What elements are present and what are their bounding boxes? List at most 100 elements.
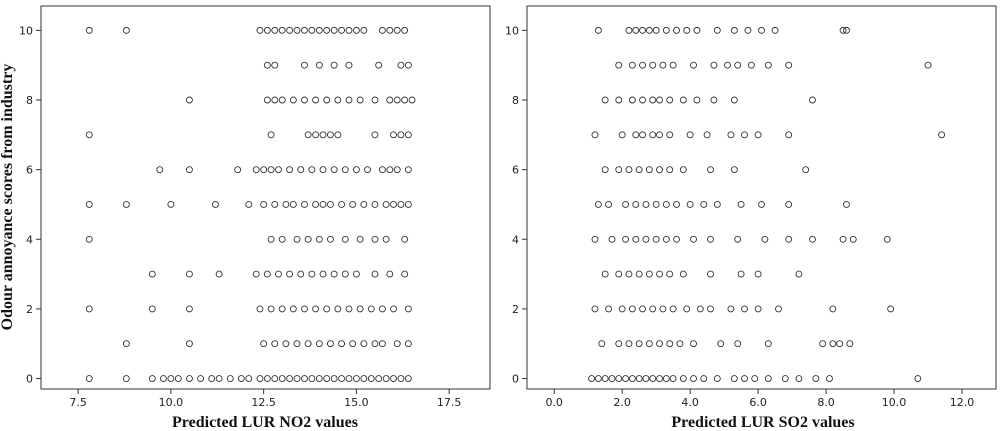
data-point bbox=[319, 270, 327, 278]
data-point bbox=[659, 305, 667, 313]
data-point bbox=[401, 96, 409, 104]
data-point bbox=[669, 61, 677, 69]
data-point bbox=[197, 375, 205, 383]
data-point bbox=[781, 375, 789, 383]
data-point bbox=[323, 26, 331, 34]
data-point bbox=[591, 131, 599, 139]
data-point bbox=[730, 166, 738, 174]
data-point bbox=[717, 340, 725, 348]
data-point bbox=[747, 61, 755, 69]
data-point bbox=[323, 96, 331, 104]
data-point bbox=[215, 270, 223, 278]
chart-left: 7.5 10.0 12.5 15.0 17.5 0 2 4 6 8 10 Predicted LU… bbox=[0, 5, 491, 431]
data-point bbox=[679, 96, 687, 104]
data-point bbox=[338, 201, 346, 208]
data-point bbox=[812, 375, 820, 383]
data-point bbox=[390, 375, 397, 383]
data-point bbox=[713, 201, 721, 208]
data-point bbox=[744, 26, 752, 34]
data-point bbox=[267, 166, 275, 174]
data-point bbox=[271, 375, 279, 383]
data-point bbox=[263, 270, 271, 278]
data-point bbox=[301, 61, 308, 69]
data-point bbox=[338, 375, 346, 383]
data-point bbox=[741, 375, 748, 383]
data-point bbox=[271, 96, 279, 104]
data-point bbox=[85, 305, 93, 313]
data-point bbox=[404, 375, 412, 383]
data-point bbox=[635, 340, 643, 348]
data-point bbox=[727, 131, 735, 139]
data-point bbox=[625, 166, 633, 174]
data-point bbox=[301, 201, 308, 208]
y-tick-label: 2 bbox=[512, 303, 519, 316]
data-point bbox=[330, 166, 338, 174]
data-point bbox=[371, 340, 379, 348]
data-point bbox=[326, 235, 334, 243]
x-axis-title-right: Predicted LUR SO2 values bbox=[671, 414, 854, 431]
data-point bbox=[330, 61, 338, 69]
data-point bbox=[301, 96, 308, 104]
data-point bbox=[371, 96, 379, 104]
data-point bbox=[710, 96, 718, 104]
data-point bbox=[289, 305, 297, 313]
data-point bbox=[185, 375, 193, 383]
data-point bbox=[278, 305, 286, 313]
data-point bbox=[297, 166, 305, 174]
data-point bbox=[652, 235, 660, 243]
x-tick-label: 8.0 bbox=[817, 396, 835, 409]
data-point bbox=[679, 166, 687, 174]
data-point bbox=[85, 201, 93, 208]
data-point bbox=[323, 375, 331, 383]
data-point bbox=[263, 96, 271, 104]
data-point bbox=[785, 201, 793, 208]
data-point bbox=[315, 61, 323, 69]
data-point bbox=[809, 96, 816, 104]
data-point bbox=[618, 305, 626, 313]
data-point bbox=[673, 201, 680, 208]
data-point bbox=[237, 375, 245, 383]
data-point bbox=[741, 131, 748, 139]
data-point bbox=[639, 305, 647, 313]
data-point bbox=[819, 340, 827, 348]
data-point bbox=[601, 166, 609, 174]
data-point bbox=[727, 305, 735, 313]
data-point bbox=[764, 61, 772, 69]
data-point bbox=[315, 235, 323, 243]
data-point bbox=[386, 270, 394, 278]
data-point bbox=[301, 375, 308, 383]
data-point bbox=[666, 131, 674, 139]
x-tick-label: 10.0 bbox=[159, 396, 184, 409]
data-point bbox=[260, 340, 268, 348]
data-point bbox=[659, 61, 667, 69]
x-tick-label: 12.5 bbox=[251, 396, 276, 409]
data-point bbox=[938, 131, 946, 139]
data-point bbox=[378, 305, 386, 313]
data-point bbox=[656, 270, 663, 278]
data-point bbox=[679, 375, 687, 383]
data-point bbox=[148, 375, 156, 383]
data-point bbox=[401, 270, 409, 278]
data-point bbox=[734, 235, 742, 243]
data-point bbox=[628, 305, 636, 313]
data-point bbox=[308, 375, 316, 383]
data-point bbox=[404, 305, 412, 313]
data-point bbox=[625, 340, 633, 348]
data-point bbox=[185, 305, 193, 313]
data-point bbox=[148, 305, 156, 313]
data-point bbox=[662, 375, 670, 383]
data-point bbox=[245, 375, 253, 383]
y-tick-label: 10 bbox=[19, 24, 33, 37]
data-point bbox=[645, 340, 653, 348]
data-point bbox=[326, 340, 334, 348]
data-point bbox=[352, 375, 360, 383]
data-point bbox=[371, 131, 379, 139]
data-point bbox=[122, 26, 130, 34]
data-point bbox=[588, 375, 596, 383]
x-axis-left: 7.5 10.0 12.5 15.0 17.5 bbox=[69, 389, 461, 409]
data-point bbox=[286, 270, 294, 278]
y-tick-label: 8 bbox=[512, 94, 519, 107]
x-axis-title-left: Predicted LUR NO2 values bbox=[172, 414, 358, 431]
data-point bbox=[605, 305, 613, 313]
